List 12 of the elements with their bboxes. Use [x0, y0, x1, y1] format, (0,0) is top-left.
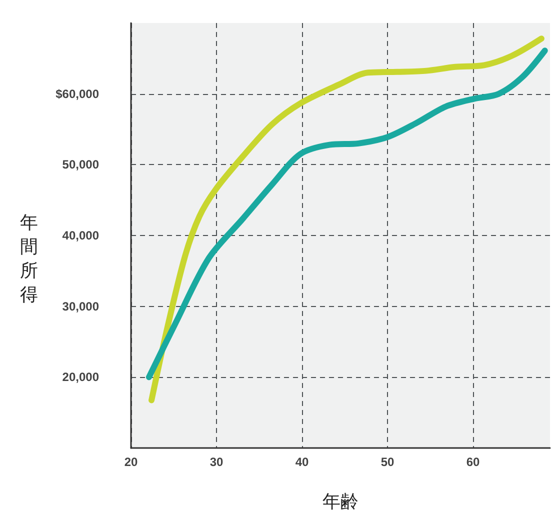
x-tick-label: 60 [466, 455, 480, 469]
y-tick-label: 20,000 [62, 370, 100, 384]
x-tick-label: 30 [210, 455, 224, 469]
y-tick-label: 40,000 [62, 228, 100, 242]
y-axis-title: 年間所得 [20, 212, 38, 306]
y-tick-label: $60,000 [56, 86, 100, 101]
x-tick-label: 50 [380, 455, 395, 469]
x-axis-title: 年齢 [322, 492, 358, 512]
x-tick-label: 20 [124, 455, 138, 469]
x-tick-label: 40 [295, 455, 310, 469]
y-tick-label: 30,000 [62, 299, 100, 314]
y-tick-label: 50,000 [62, 158, 100, 172]
